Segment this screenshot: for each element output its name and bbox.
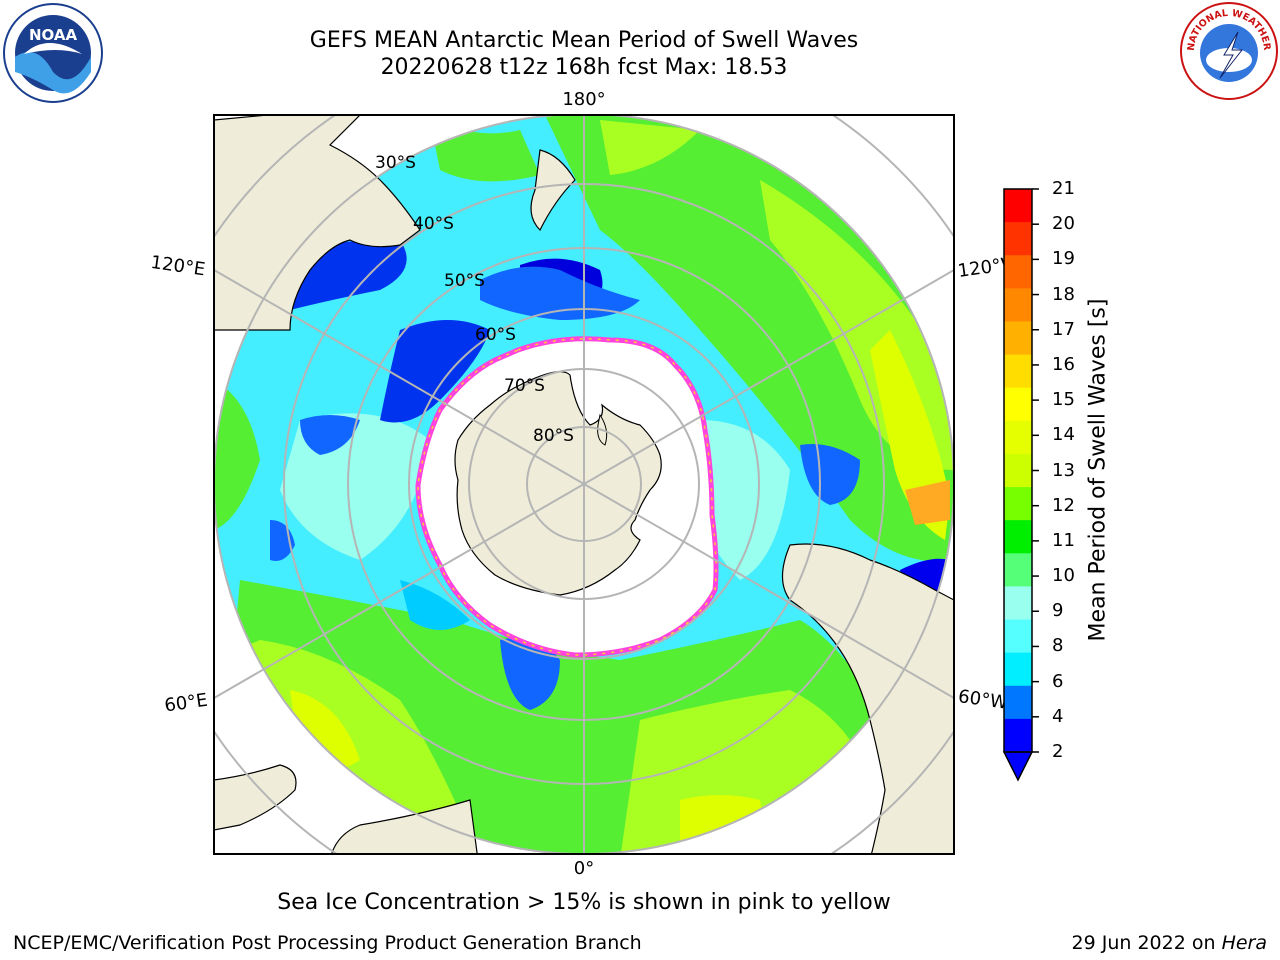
colorbar-tick-label: 10 [1052,565,1075,587]
noaa-logo-icon: NOAA [3,3,103,103]
colorbar-swatch [1004,222,1032,256]
colorbar-tick-label: 18 [1052,283,1075,305]
colorbar-tick-label: 14 [1052,424,1075,446]
colorbar-swatch [1004,453,1032,488]
colorbar-swatch [1004,420,1032,455]
title-line-1: GEFS MEAN Antarctic Mean Period of Swell… [309,28,859,53]
colorbar-tick-label: 13 [1052,459,1075,481]
australia-land [214,115,421,331]
map-frame [213,114,955,855]
colorbar-swatch [1004,685,1032,720]
colorbar-tick-label: 19 [1052,248,1075,270]
colorbar-swatch [1004,718,1032,753]
colorbar-tick-label: 21 [1052,178,1075,199]
antarctica-land [454,371,662,596]
colorbar-label: Mean Period of Swell Waves [s] [1085,298,1111,642]
lat-label-80s: 80°S [533,426,574,446]
footer-right: 29 Jun 2022 on Hera [1072,932,1267,954]
lon-label-0: 0° [574,858,594,879]
title-line-2: 20220628 t12z 168h fcst Max: 18.53 [380,55,788,80]
colorbar-swatch [1004,255,1032,289]
colorbar-swatch [1004,288,1032,322]
colorbar-tick-label: 11 [1052,529,1075,551]
colorbar-swatch [1004,487,1032,521]
footer-left: NCEP/EMC/Verification Post Processing Pr… [13,932,642,954]
footer-date: 29 Jun 2022 on [1071,932,1222,954]
lat-label-50s: 50°S [444,271,485,291]
colorbar-tick-label: 17 [1052,318,1075,340]
lat-label-60s: 60°S [475,325,516,345]
africa-land [214,764,297,831]
colorbar-swatch [1004,553,1032,587]
colorbar-swatch [1004,189,1032,223]
lat-label-30s: 30°S [375,153,416,173]
nws-logo-icon: NATIONAL WEATHER SERVICE [1178,0,1278,100]
colorbar-swatch [1004,652,1032,687]
colorbar-tick-label: 20 [1052,213,1075,235]
colorbar-swatch [1004,619,1032,654]
colorbar-tick-label: 9 [1052,600,1064,622]
colorbar-swatch [1004,387,1032,422]
colorbar [1002,188,1039,782]
colorbar-tick-label: 15 [1052,389,1075,411]
colorbar-swatch [1004,586,1032,621]
africa-south-land [330,799,478,854]
lat-label-70s: 70°S [504,376,545,396]
colorbar-swatch [1004,520,1032,554]
colorbar-tick-label: 12 [1052,494,1075,516]
colorbar-tick-label: 2 [1052,741,1064,762]
sea-ice-caption: Sea Ice Concentration > 15% is shown in … [277,890,891,915]
colorbar-tick-label: 4 [1052,705,1064,727]
lat-label-40s: 40°S [413,214,454,234]
colorbar-swatch [1004,354,1032,389]
colorbar-extend-arrow [1002,751,1034,782]
map-area: 30°S 40°S 50°S 60°S 70°S 80°S [214,115,954,854]
noaa-logo-text: NOAA [29,26,78,44]
lon-label-120e: 120°E [149,252,206,280]
colorbar-tick-label: 8 [1052,635,1064,657]
lon-label-60w: 60°W [957,686,1009,714]
colorbar-swatch [1004,321,1032,356]
meridian-lines [214,115,954,854]
lon-label-180: 180° [562,89,605,110]
colorbar-tick-label: 16 [1052,353,1075,375]
lon-label-60e: 60°E [163,690,209,717]
colorbar-tick-label: 6 [1052,670,1064,692]
new-zealand-land [530,149,576,232]
footer-host: Hera [1221,932,1267,954]
